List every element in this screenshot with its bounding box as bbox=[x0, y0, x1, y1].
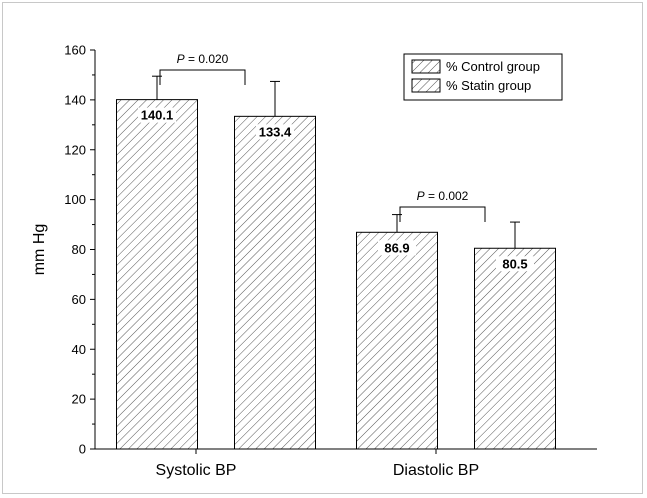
value-label: 80.5 bbox=[502, 256, 527, 271]
p-value: = 0.020 bbox=[185, 52, 229, 66]
legend: % Control group % Statin group bbox=[403, 53, 563, 101]
y-tick-label: 40 bbox=[72, 342, 86, 357]
p-value: = 0.002 bbox=[425, 189, 469, 203]
y-tick-label: 0 bbox=[79, 442, 86, 457]
bars: 140.1 133.4 86.9 80.5 bbox=[116, 75, 556, 450]
legend-label: % Control group bbox=[446, 59, 540, 74]
p-value-label: P = 0.002 bbox=[417, 189, 469, 203]
legend-swatch bbox=[411, 78, 441, 93]
value-label-bg bbox=[138, 107, 176, 123]
y-tick-label: 20 bbox=[72, 392, 86, 407]
p-symbol: P bbox=[177, 52, 185, 66]
value-label-bg bbox=[378, 240, 416, 256]
bar-control bbox=[356, 231, 438, 450]
legend-label: % Statin group bbox=[446, 78, 531, 93]
y-tick-label: 60 bbox=[72, 292, 86, 307]
significance-bracket bbox=[399, 206, 486, 222]
bar-statin bbox=[234, 115, 316, 450]
significance-bracket bbox=[159, 69, 246, 85]
legend-swatch bbox=[411, 59, 441, 74]
y-tick-label: 140 bbox=[64, 92, 86, 107]
bar-control bbox=[116, 99, 198, 450]
x-category-label: Systolic BP bbox=[156, 462, 237, 479]
y-tick-label: 160 bbox=[64, 43, 86, 58]
p-symbol: P bbox=[417, 189, 425, 203]
value-label: 140.1 bbox=[141, 108, 174, 123]
y-axis-title: mm Hg bbox=[31, 224, 48, 276]
y-tick-label: 120 bbox=[64, 142, 86, 157]
value-label-bg bbox=[256, 124, 294, 140]
value-label: 133.4 bbox=[259, 124, 292, 139]
value-label-bg bbox=[496, 256, 534, 272]
p-value-label: P = 0.020 bbox=[177, 52, 229, 66]
bar-statin bbox=[474, 247, 556, 450]
value-label: 86.9 bbox=[384, 240, 409, 255]
y-tick-label: 80 bbox=[72, 242, 86, 257]
x-category-label: Diastolic BP bbox=[393, 462, 479, 479]
y-tick-label: 100 bbox=[64, 192, 86, 207]
